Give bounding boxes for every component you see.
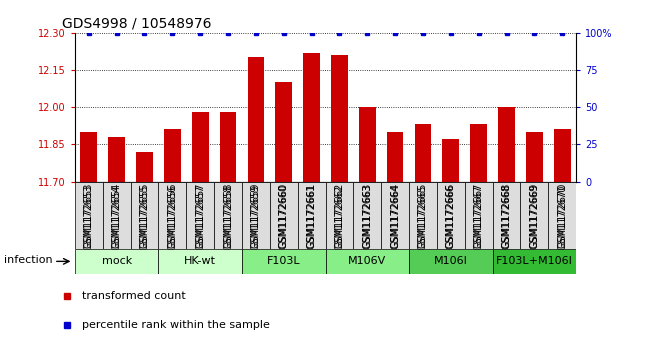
- Bar: [192, 112, 208, 182]
- Bar: [242, 182, 270, 249]
- Bar: [470, 125, 487, 182]
- Bar: [381, 182, 409, 249]
- Bar: [108, 137, 125, 182]
- Text: GSM1172669: GSM1172669: [529, 184, 540, 249]
- Text: GSM1172654: GSM1172654: [111, 184, 122, 249]
- Bar: [242, 249, 326, 274]
- Bar: [548, 182, 576, 249]
- Text: mock: mock: [102, 256, 132, 266]
- Text: GSM1172658: GSM1172658: [223, 184, 233, 249]
- Text: percentile rank within the sample: percentile rank within the sample: [82, 320, 270, 330]
- Text: GSM1172658: GSM1172658: [223, 183, 233, 248]
- Bar: [409, 249, 493, 274]
- Text: GSM1172665: GSM1172665: [418, 184, 428, 249]
- Text: M106I: M106I: [434, 256, 468, 266]
- Text: GSM1172660: GSM1172660: [279, 184, 289, 249]
- Bar: [554, 129, 570, 182]
- Text: GSM1172662: GSM1172662: [335, 183, 344, 248]
- Bar: [415, 125, 432, 182]
- Text: GSM1172654: GSM1172654: [111, 183, 122, 248]
- Bar: [526, 132, 543, 182]
- Bar: [443, 139, 459, 182]
- Bar: [247, 57, 264, 182]
- Bar: [275, 82, 292, 182]
- Text: GSM1172655: GSM1172655: [139, 183, 150, 248]
- Text: GSM1172662: GSM1172662: [335, 184, 344, 249]
- Bar: [493, 249, 576, 274]
- Bar: [498, 107, 515, 182]
- Bar: [465, 182, 493, 249]
- Bar: [214, 182, 242, 249]
- Text: GSM1172668: GSM1172668: [501, 183, 512, 248]
- Bar: [493, 182, 520, 249]
- Text: GSM1172666: GSM1172666: [446, 184, 456, 249]
- Text: GSM1172657: GSM1172657: [195, 184, 205, 250]
- Bar: [75, 249, 158, 274]
- Text: GSM1172655: GSM1172655: [139, 184, 150, 250]
- Text: F103L+M106I: F103L+M106I: [496, 256, 573, 266]
- Text: GSM1172653: GSM1172653: [84, 183, 94, 248]
- Bar: [186, 182, 214, 249]
- Text: GSM1172657: GSM1172657: [195, 183, 205, 248]
- Bar: [437, 182, 465, 249]
- Bar: [520, 182, 548, 249]
- Bar: [326, 182, 353, 249]
- Text: HK-wt: HK-wt: [184, 256, 216, 266]
- Text: GSM1172663: GSM1172663: [362, 183, 372, 248]
- Text: GSM1172656: GSM1172656: [167, 184, 177, 249]
- Text: GSM1172667: GSM1172667: [474, 184, 484, 249]
- Text: GSM1172663: GSM1172663: [362, 184, 372, 249]
- Bar: [326, 249, 409, 274]
- Text: GSM1172664: GSM1172664: [390, 184, 400, 249]
- Text: GSM1172661: GSM1172661: [307, 183, 316, 248]
- Bar: [158, 182, 186, 249]
- Bar: [103, 182, 131, 249]
- Bar: [331, 55, 348, 182]
- Text: F103L: F103L: [267, 256, 301, 266]
- Bar: [303, 53, 320, 181]
- Bar: [359, 107, 376, 182]
- Text: GSM1172659: GSM1172659: [251, 183, 261, 248]
- Bar: [353, 182, 381, 249]
- Text: GSM1172656: GSM1172656: [167, 183, 177, 248]
- Bar: [164, 129, 181, 182]
- Text: GSM1172661: GSM1172661: [307, 184, 316, 249]
- Text: GSM1172670: GSM1172670: [557, 184, 567, 249]
- Text: transformed count: transformed count: [82, 291, 186, 301]
- Text: GSM1172666: GSM1172666: [446, 183, 456, 248]
- Text: GSM1172668: GSM1172668: [501, 184, 512, 249]
- Text: GSM1172669: GSM1172669: [529, 183, 540, 248]
- Bar: [298, 182, 326, 249]
- Text: GSM1172670: GSM1172670: [557, 183, 567, 248]
- Bar: [81, 132, 97, 182]
- Text: GSM1172660: GSM1172660: [279, 183, 289, 248]
- Bar: [136, 152, 153, 182]
- Text: GSM1172653: GSM1172653: [84, 184, 94, 249]
- Bar: [409, 182, 437, 249]
- Text: GSM1172665: GSM1172665: [418, 183, 428, 248]
- Text: infection: infection: [4, 255, 52, 265]
- Bar: [270, 182, 298, 249]
- Bar: [131, 182, 158, 249]
- Bar: [387, 132, 404, 182]
- Text: GSM1172659: GSM1172659: [251, 184, 261, 249]
- Text: GSM1172667: GSM1172667: [474, 183, 484, 248]
- Text: GSM1172664: GSM1172664: [390, 183, 400, 248]
- Bar: [75, 182, 103, 249]
- Text: M106V: M106V: [348, 256, 387, 266]
- Text: GDS4998 / 10548976: GDS4998 / 10548976: [62, 16, 212, 30]
- Bar: [219, 112, 236, 182]
- Bar: [158, 249, 242, 274]
